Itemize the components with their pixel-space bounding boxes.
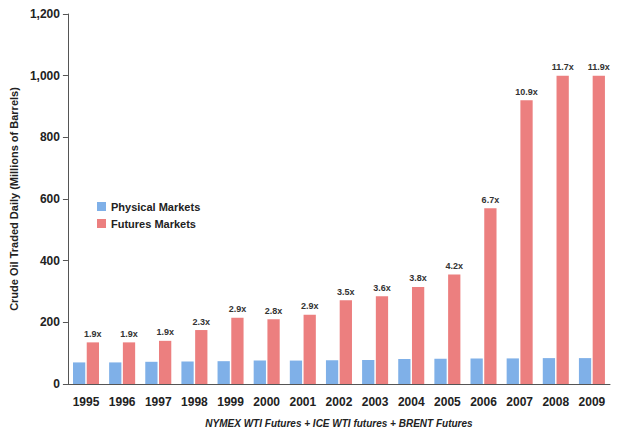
svg-text:11.7x: 11.7x <box>552 62 574 72</box>
svg-text:1997: 1997 <box>145 395 172 409</box>
svg-text:4.2x: 4.2x <box>445 261 463 271</box>
svg-text:600: 600 <box>40 192 60 206</box>
svg-text:1996: 1996 <box>109 395 136 409</box>
svg-text:Physical Markets: Physical Markets <box>111 201 200 213</box>
svg-text:Futures Markets: Futures Markets <box>111 218 196 230</box>
svg-text:3.5x: 3.5x <box>337 287 355 297</box>
svg-text:2000: 2000 <box>253 395 280 409</box>
svg-text:2.3x: 2.3x <box>193 317 211 327</box>
svg-text:1999: 1999 <box>217 395 244 409</box>
svg-text:1.9x: 1.9x <box>120 329 138 339</box>
svg-text:2005: 2005 <box>434 395 461 409</box>
svg-text:1.9x: 1.9x <box>156 327 174 337</box>
svg-text:1,200: 1,200 <box>30 7 60 21</box>
svg-text:2006: 2006 <box>470 395 497 409</box>
svg-text:10.9x: 10.9x <box>515 87 538 97</box>
svg-text:1998: 1998 <box>181 395 208 409</box>
svg-text:1,000: 1,000 <box>30 69 60 83</box>
svg-text:800: 800 <box>40 130 60 144</box>
svg-text:3.8x: 3.8x <box>409 273 427 283</box>
svg-text:NYMEX WTI Futures + ICE WTI fu: NYMEX WTI Futures + ICE WTI futures + BR… <box>205 418 473 429</box>
svg-text:2009: 2009 <box>579 395 606 409</box>
svg-text:2003: 2003 <box>362 395 389 409</box>
svg-text:1.9x: 1.9x <box>84 329 102 339</box>
svg-text:3.6x: 3.6x <box>373 283 391 293</box>
svg-text:0: 0 <box>53 377 60 391</box>
svg-text:2008: 2008 <box>542 395 569 409</box>
svg-text:2.8x: 2.8x <box>265 306 283 316</box>
svg-text:2007: 2007 <box>506 395 533 409</box>
svg-text:11.9x: 11.9x <box>588 62 610 72</box>
svg-text:Crude Oil Traded Daily (Millio: Crude Oil Traded Daily (Millions of Barr… <box>8 87 20 311</box>
svg-text:200: 200 <box>40 315 60 329</box>
svg-text:6.7x: 6.7x <box>482 195 500 205</box>
svg-text:2004: 2004 <box>398 395 425 409</box>
svg-text:2002: 2002 <box>326 395 353 409</box>
svg-text:1995: 1995 <box>73 395 100 409</box>
svg-text:2.9x: 2.9x <box>229 304 247 314</box>
svg-text:2001: 2001 <box>289 395 316 409</box>
svg-text:400: 400 <box>40 254 60 268</box>
svg-text:2.9x: 2.9x <box>301 301 319 311</box>
